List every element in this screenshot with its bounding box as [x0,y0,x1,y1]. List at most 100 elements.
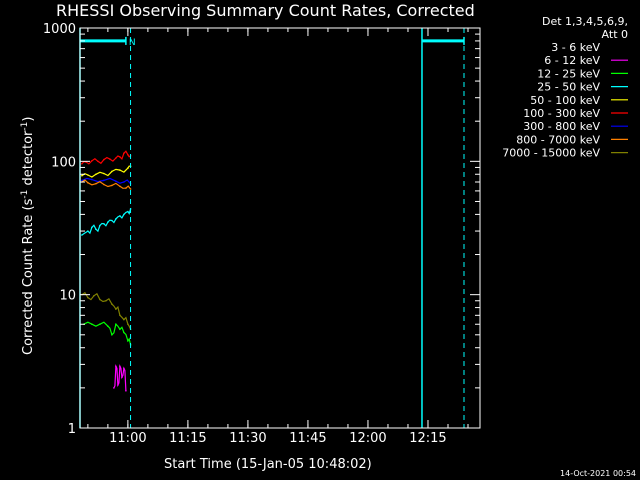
series-1-point-3 [119,365,121,368]
series-8-point-3 [99,298,101,301]
legend-label-3: 25 - 50 keV [537,81,600,94]
series-line-2 [83,321,132,346]
series-2-point-7 [123,331,125,334]
series-3-point-4 [99,224,101,227]
plot-area [80,28,480,428]
series-5-point-3 [97,160,99,163]
legend-label-1: 6 - 12 keV [544,54,600,67]
series-1-point-6 [125,390,127,392]
series-line-6 [81,177,132,185]
series-3-point-1 [87,230,89,232]
y-axis-label-part2: detector [21,130,36,190]
series-1-point-1 [115,365,117,368]
x-tick-label-0: 11:00 [109,431,146,446]
series-0-point-6 [125,184,127,187]
series-3-point-9 [119,215,121,217]
series-3-point-2 [91,226,93,229]
y-axis-label-part1: Corrected Count Rate (s [21,198,36,355]
series-7-point-1 [87,182,89,184]
series-2-point-3 [107,325,109,328]
series-8-point-9 [127,323,129,326]
legend-label-5: 100 - 300 keV [523,107,600,120]
legend-label-8: 7000 - 15000 keV [502,147,600,160]
series-8-point-8 [123,318,125,321]
y-axis-label-sup1: -1 [20,190,30,199]
series-1-point-0 [113,387,115,389]
series-8-point-5 [111,303,113,305]
series-2-point-8 [127,340,129,342]
series-7-point-2 [95,182,97,185]
legend-label-0: 3 - 6 keV [551,41,600,54]
series-8-point-4 [105,300,107,302]
series-3-point-0 [81,234,83,236]
y-tick-label-2: 100 [51,155,76,170]
plot-frame [79,27,481,429]
legend-label-2: 12 - 25 keV [537,67,600,80]
series-7-point-6 [125,187,127,189]
series-2-point-4 [111,334,113,336]
x-tick-label-4: 12:00 [349,431,386,446]
x-tick-label-2: 11:30 [229,431,266,446]
series-8-point-2 [93,295,95,297]
series-0-point-2 [95,178,97,181]
series-4-point-2 [95,173,97,176]
series-4-point-0 [81,174,83,177]
legend-header-attenuator: Att 0 [602,28,628,41]
series-3-point-7 [111,219,113,222]
series-7-point-4 [111,184,113,187]
y-tick-label-0: 1 [68,422,76,437]
series-5-point-9 [127,154,129,156]
series-3-point-3 [95,228,97,230]
series-2-point-2 [99,323,101,326]
x-tick-label-3: 11:45 [289,431,326,446]
series-5-point-7 [119,156,121,158]
series-0-point-0 [81,177,83,179]
y-tick-label-1: 10 [59,289,76,304]
flag-label-0: N [129,38,136,48]
series-4-point-4 [111,170,113,173]
series-3-point-5 [103,223,105,225]
series-6-point-1 [91,178,93,181]
series-5-point-5 [109,158,111,160]
series-7-point-5 [119,185,121,188]
chart-title: RHESSI Observing Summary Count Rates, Co… [56,1,475,20]
series-line-4 [81,165,131,178]
series-5-point-8 [123,152,125,154]
series-3-point-8 [115,218,117,220]
series-1-point-2 [117,384,119,386]
series-6-point-3 [115,180,117,182]
series-line-7 [81,179,132,190]
series-8-point-6 [115,308,117,310]
y-axis-label-sup2: -1 [20,122,30,131]
series-8-point-1 [87,296,89,299]
series-3-point-6 [107,221,109,223]
x-axis-label: Start Time (15-Jan-05 10:48:02) [164,457,372,472]
y-axis-label-part3: ) [21,117,36,122]
x-tick-label-1: 11:15 [169,431,206,446]
series-5-point-6 [115,157,117,159]
series-4-point-5 [119,169,121,171]
series-3-point-11 [127,210,129,213]
series-1-point-4 [121,376,123,379]
legend-label-6: 300 - 800 keV [523,120,600,133]
timestamp: 14-Oct-2021 00:54 [560,469,636,478]
series-6-point-4 [123,181,125,183]
series-1-point-5 [123,367,125,370]
series-5-point-2 [91,160,93,162]
series-5-point-4 [103,158,105,161]
y-tick-label-3: 1000 [43,22,76,37]
series-2-point-1 [91,323,93,326]
legend-label-7: 800 - 7000 keV [516,133,600,146]
y-axis-label: Corrected Count Rate (s-1 detector-1) [20,117,36,355]
series-2-point-5 [115,323,117,326]
series-3-point-10 [123,213,125,216]
series-6-point-2 [103,179,105,182]
series-6-point-0 [81,179,83,182]
x-tick-label-5: 12:15 [409,431,446,446]
legend-header-detectors: Det 1,3,4,5,6,9, [542,15,628,28]
series-7-point-3 [103,183,105,186]
series-5-point-0 [81,162,83,165]
legend-label-4: 50 - 100 keV [530,94,600,107]
series-7-point-7 [129,188,132,190]
